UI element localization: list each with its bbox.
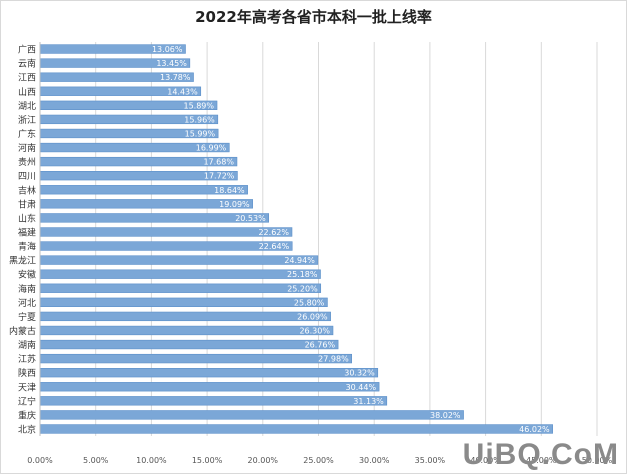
x-tick-label: 30.00% <box>359 456 390 465</box>
bar <box>39 424 553 434</box>
bar-data-label: 17.68% <box>203 158 234 167</box>
category-label: 山西 <box>18 87 36 98</box>
bar-data-label: 17.72% <box>204 172 235 181</box>
category-label: 江苏 <box>18 353 36 365</box>
bar-data-label: 30.44% <box>346 383 377 392</box>
category-label: 广东 <box>18 128 36 140</box>
bar-data-label: 31.13% <box>353 397 384 406</box>
bar-data-label: 18.64% <box>214 186 245 195</box>
category-label: 北京 <box>18 423 36 435</box>
category-label: 贵州 <box>18 156 36 168</box>
category-label: 天津 <box>18 382 36 393</box>
x-tick-label: 40.00% <box>470 456 501 465</box>
x-tick-label: 35.00% <box>415 456 446 465</box>
category-label: 宁夏 <box>18 311 36 323</box>
bar-data-label: 25.80% <box>294 298 325 307</box>
category-label: 内蒙古 <box>9 325 36 337</box>
category-label: 湖北 <box>18 101 36 112</box>
bar <box>39 297 328 307</box>
bar-data-label: 13.78% <box>160 73 191 82</box>
x-tick-label: 0.00% <box>27 456 53 465</box>
bar-data-label: 38.02% <box>430 411 461 420</box>
category-label: 甘肃 <box>18 198 36 210</box>
bar-data-label: 26.76% <box>305 341 336 350</box>
bar-data-label: 22.64% <box>259 242 290 251</box>
category-label: 陕西 <box>18 367 36 379</box>
watermark-logo: UiBQ.CoM <box>462 438 619 471</box>
category-label: 重庆 <box>18 409 36 421</box>
bar-data-label: 27.98% <box>318 355 349 364</box>
category-label: 湖南 <box>18 339 36 351</box>
bar <box>39 227 293 237</box>
bar <box>39 311 331 322</box>
category-label: 青海 <box>18 241 36 253</box>
bar <box>39 241 293 251</box>
x-tick-label: 20.00% <box>248 456 279 465</box>
x-tick-label: 25.00% <box>303 456 334 465</box>
x-tick-label: 15.00% <box>192 456 223 465</box>
bar <box>39 283 322 293</box>
bar-data-label: 26.09% <box>297 312 328 321</box>
x-tick-label: 5.00% <box>83 456 109 465</box>
bar-data-label: 30.32% <box>344 369 375 378</box>
bar <box>39 255 319 265</box>
chart-title: 2022年高考各省市本科一批上线率 <box>195 8 432 26</box>
bar <box>39 269 321 279</box>
x-tick-label: 45.00% <box>526 456 557 465</box>
category-label: 辽宁 <box>18 395 36 407</box>
category-label: 福建 <box>18 226 36 238</box>
category-label: 云南 <box>18 58 36 70</box>
category-label: 江西 <box>18 73 36 84</box>
bar-data-label: 20.53% <box>235 214 266 223</box>
category-label: 山东 <box>18 212 36 224</box>
x-tick-label: 50.00% <box>582 456 613 465</box>
bar <box>39 339 339 350</box>
bar-data-label: 19.09% <box>219 200 250 209</box>
bar-data-label: 13.06% <box>152 45 183 54</box>
bar-data-label: 46.02% <box>519 425 550 434</box>
bar-data-label: 26.30% <box>299 326 330 335</box>
category-label: 海南 <box>18 283 36 295</box>
bar-data-label: 15.89% <box>183 101 214 110</box>
bar-data-label: 22.62% <box>258 228 289 237</box>
bar-data-label: 24.94% <box>284 256 315 265</box>
category-label: 浙江 <box>18 114 36 126</box>
category-label: 河北 <box>18 297 36 309</box>
bar-data-label: 14.43% <box>167 87 198 96</box>
category-label: 吉林 <box>18 184 36 196</box>
category-label: 广西 <box>18 44 36 56</box>
bar-data-label: 13.45% <box>156 59 187 68</box>
bar <box>39 353 352 364</box>
bar <box>39 382 380 392</box>
x-tick-label: 10.00% <box>136 456 167 465</box>
bar <box>39 368 379 378</box>
bar-data-label: 15.99% <box>185 129 216 138</box>
bar <box>39 325 334 336</box>
category-label: 河南 <box>18 142 36 154</box>
bar-data-label: 25.18% <box>287 270 318 279</box>
category-label: 黑龙江 <box>9 255 36 267</box>
bar-data-label: 15.96% <box>184 115 215 124</box>
bar-data-label: 16.99% <box>196 144 227 153</box>
bar <box>39 396 388 406</box>
bar <box>39 410 464 420</box>
category-label: 安徽 <box>18 269 36 281</box>
category-label: 四川 <box>18 172 36 182</box>
bar-data-label: 25.20% <box>287 284 318 293</box>
